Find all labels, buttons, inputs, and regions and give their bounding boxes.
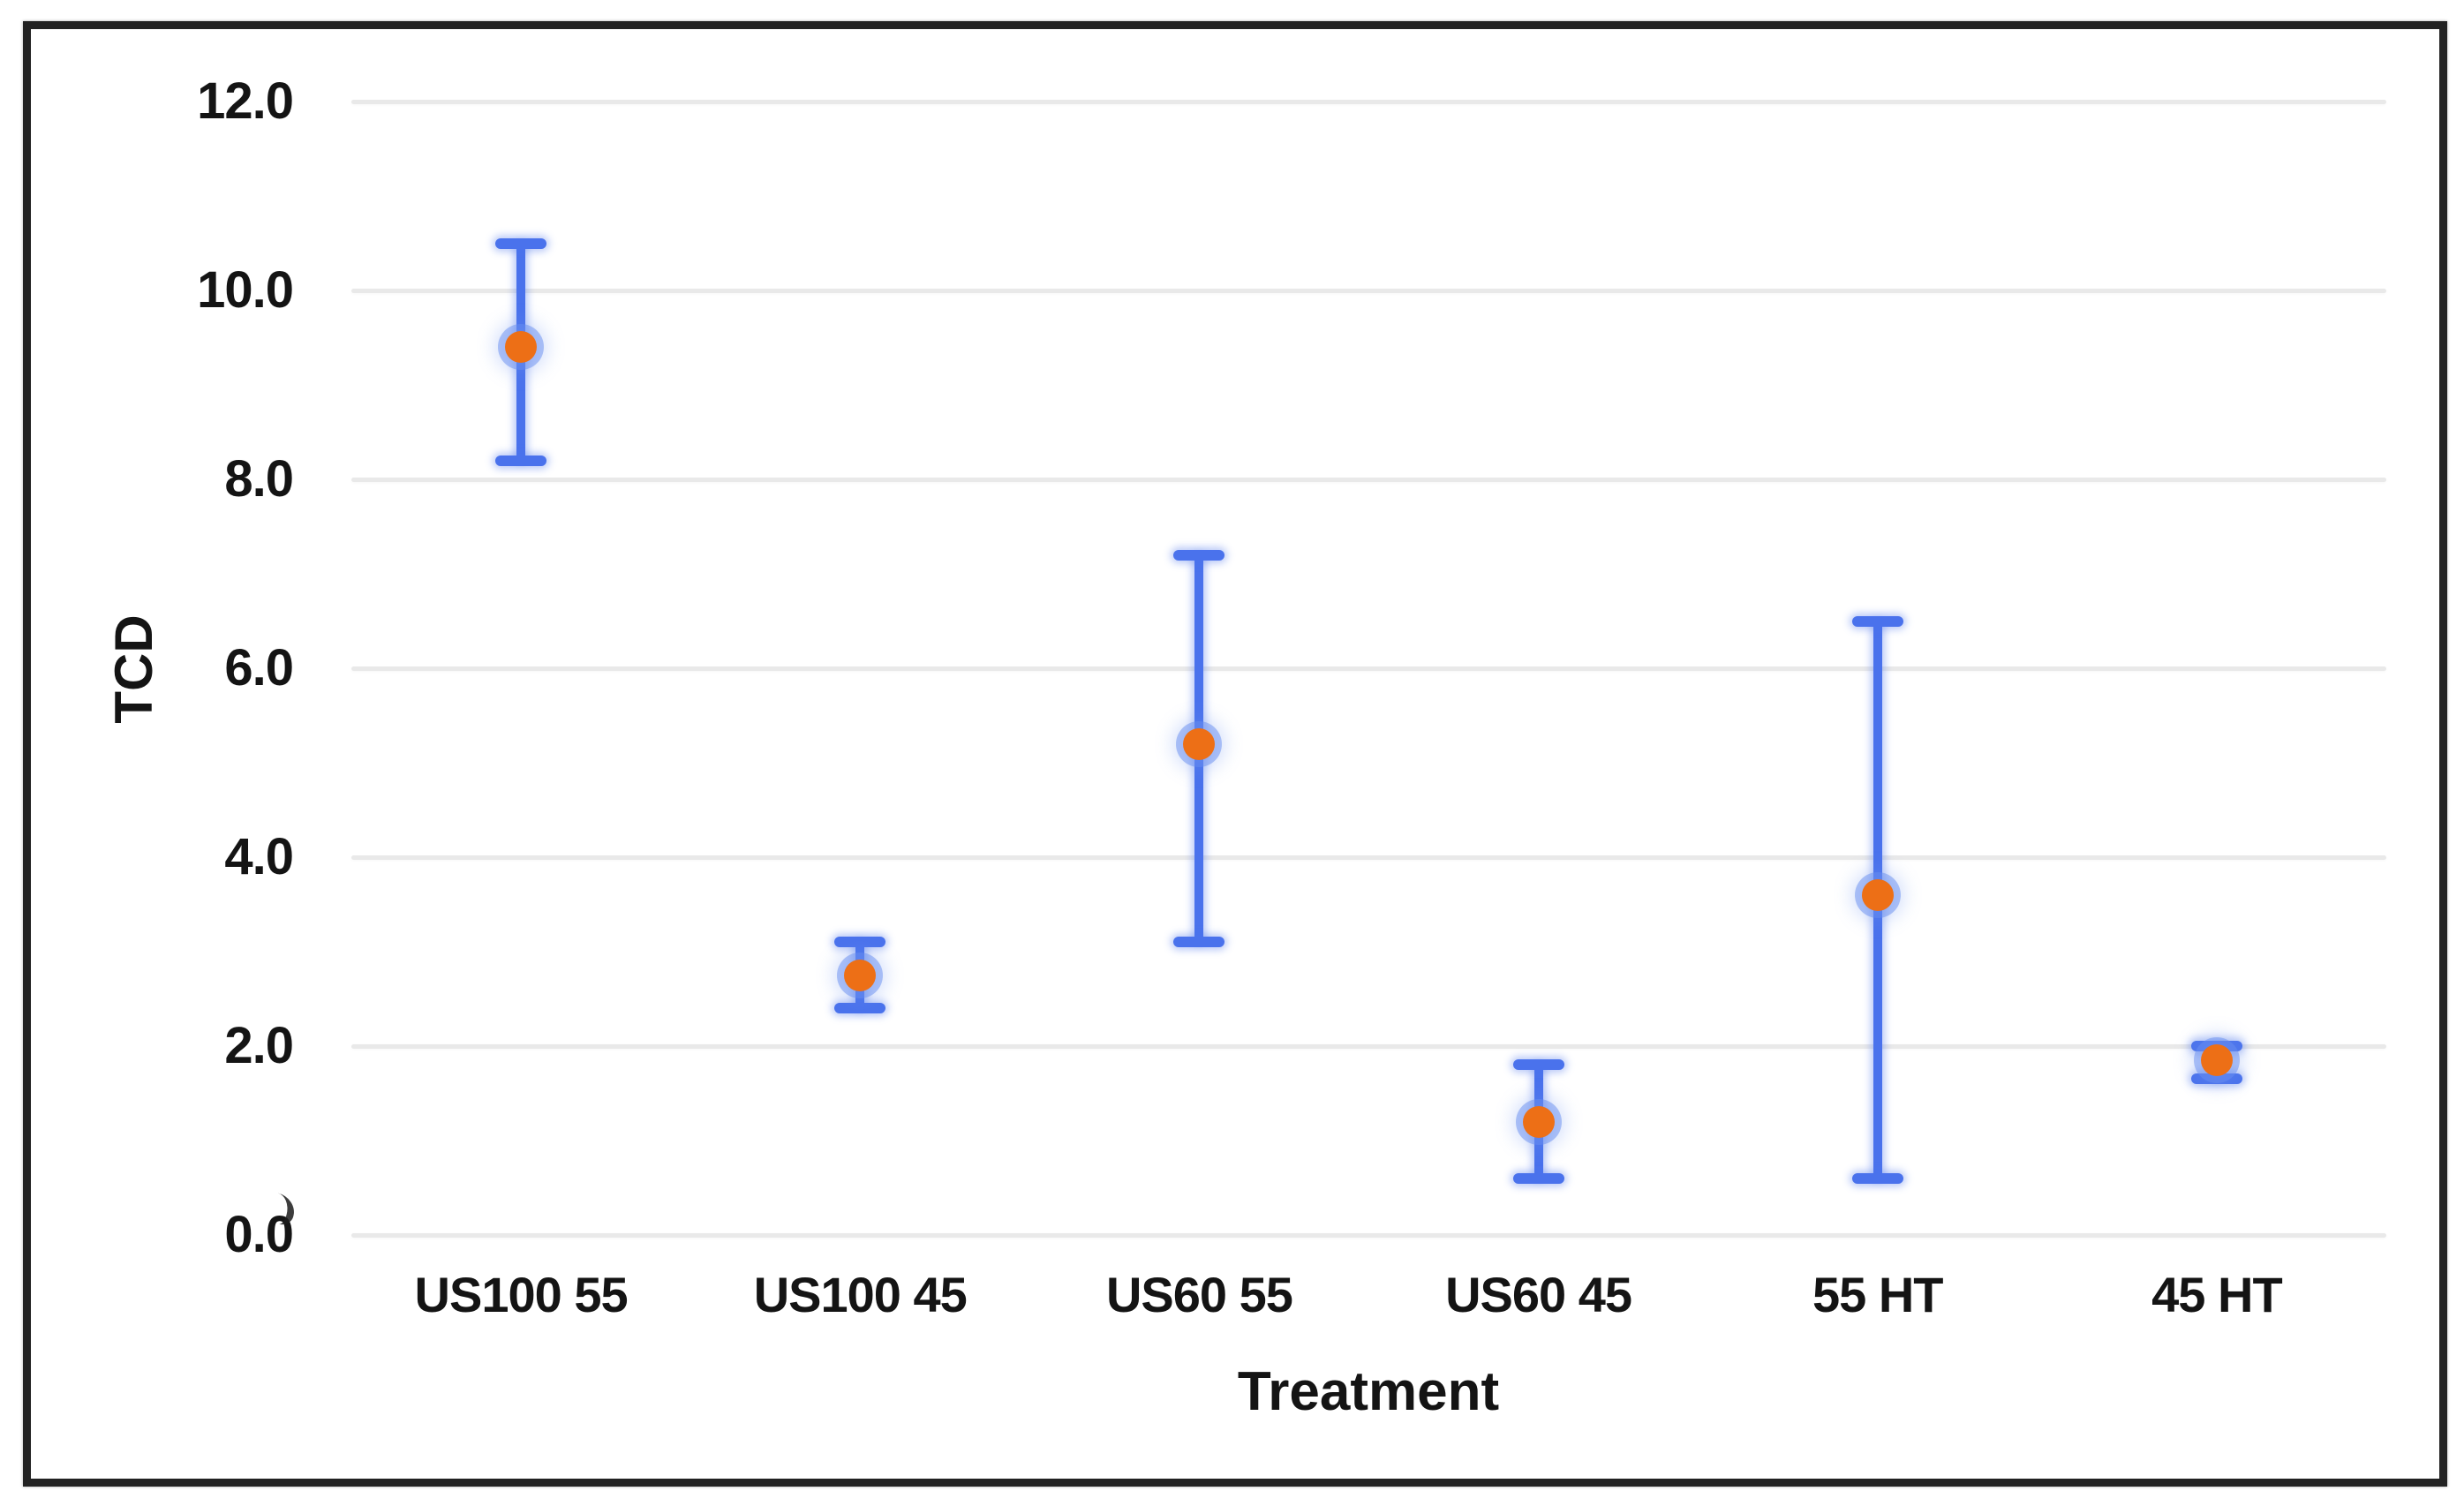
- x-category-label-45-ht: 45 HT: [2151, 1267, 2283, 1322]
- y-tick-label-2.0: 2.0: [224, 1017, 294, 1074]
- error-cap-top-us60-55: [1173, 549, 1225, 561]
- gridline-y-6.0: [351, 666, 2386, 671]
- error-cap-top-55-ht: [1851, 615, 1903, 627]
- error-cap-bottom-45-ht: [2190, 1073, 2242, 1085]
- error-cap-top-us60-45: [1512, 1059, 1564, 1071]
- gridline-y-12.0: [351, 100, 2386, 104]
- y-tick-label-4.0: 4.0: [224, 828, 294, 885]
- data-point-45-ht: [2200, 1044, 2233, 1077]
- y-tick-label-8.0: 8.0: [224, 450, 294, 508]
- y-tick-label-12.0: 12.0: [197, 72, 294, 130]
- x-category-label-us60-45: US60 45: [1445, 1267, 1632, 1322]
- error-cap-bottom-us100-55: [495, 455, 547, 466]
- error-cap-top-us100-45: [834, 937, 886, 948]
- y-tick-label-0.0: 0.0: [224, 1206, 294, 1263]
- data-point-us60-45: [1522, 1105, 1555, 1138]
- x-category-label-us100-45: US100 45: [753, 1267, 968, 1322]
- error-cap-bottom-55-ht: [1851, 1172, 1903, 1184]
- gridline-y-0.0: [351, 1233, 2386, 1238]
- x-axis-title: Treatment: [1237, 1361, 1500, 1422]
- error-cap-bottom-us100-45: [834, 1003, 886, 1014]
- x-category-label-us100-55: US100 55: [414, 1267, 629, 1322]
- y-tick-label-10.0: 10.0: [197, 261, 294, 319]
- x-category-label-55-ht: 55 HT: [1812, 1267, 1944, 1322]
- error-cap-bottom-us60-55: [1173, 937, 1225, 948]
- y-tick-label-6.0: 6.0: [224, 639, 294, 697]
- data-point-us100-55: [505, 331, 538, 364]
- x-category-label-us60-55: US60 55: [1105, 1267, 1293, 1322]
- error-cap-bottom-us60-45: [1512, 1172, 1564, 1184]
- gridline-y-10.0: [351, 289, 2386, 293]
- gridline-y-2.0: [351, 1044, 2386, 1049]
- data-point-us100-45: [844, 959, 877, 991]
- figure-border: [23, 21, 2447, 1487]
- data-point-55-ht: [1861, 878, 1894, 911]
- gridline-y-4.0: [351, 855, 2386, 860]
- error-cap-top-us100-55: [495, 237, 547, 249]
- data-point-us60-55: [1183, 727, 1216, 760]
- gridline-y-8.0: [351, 478, 2386, 482]
